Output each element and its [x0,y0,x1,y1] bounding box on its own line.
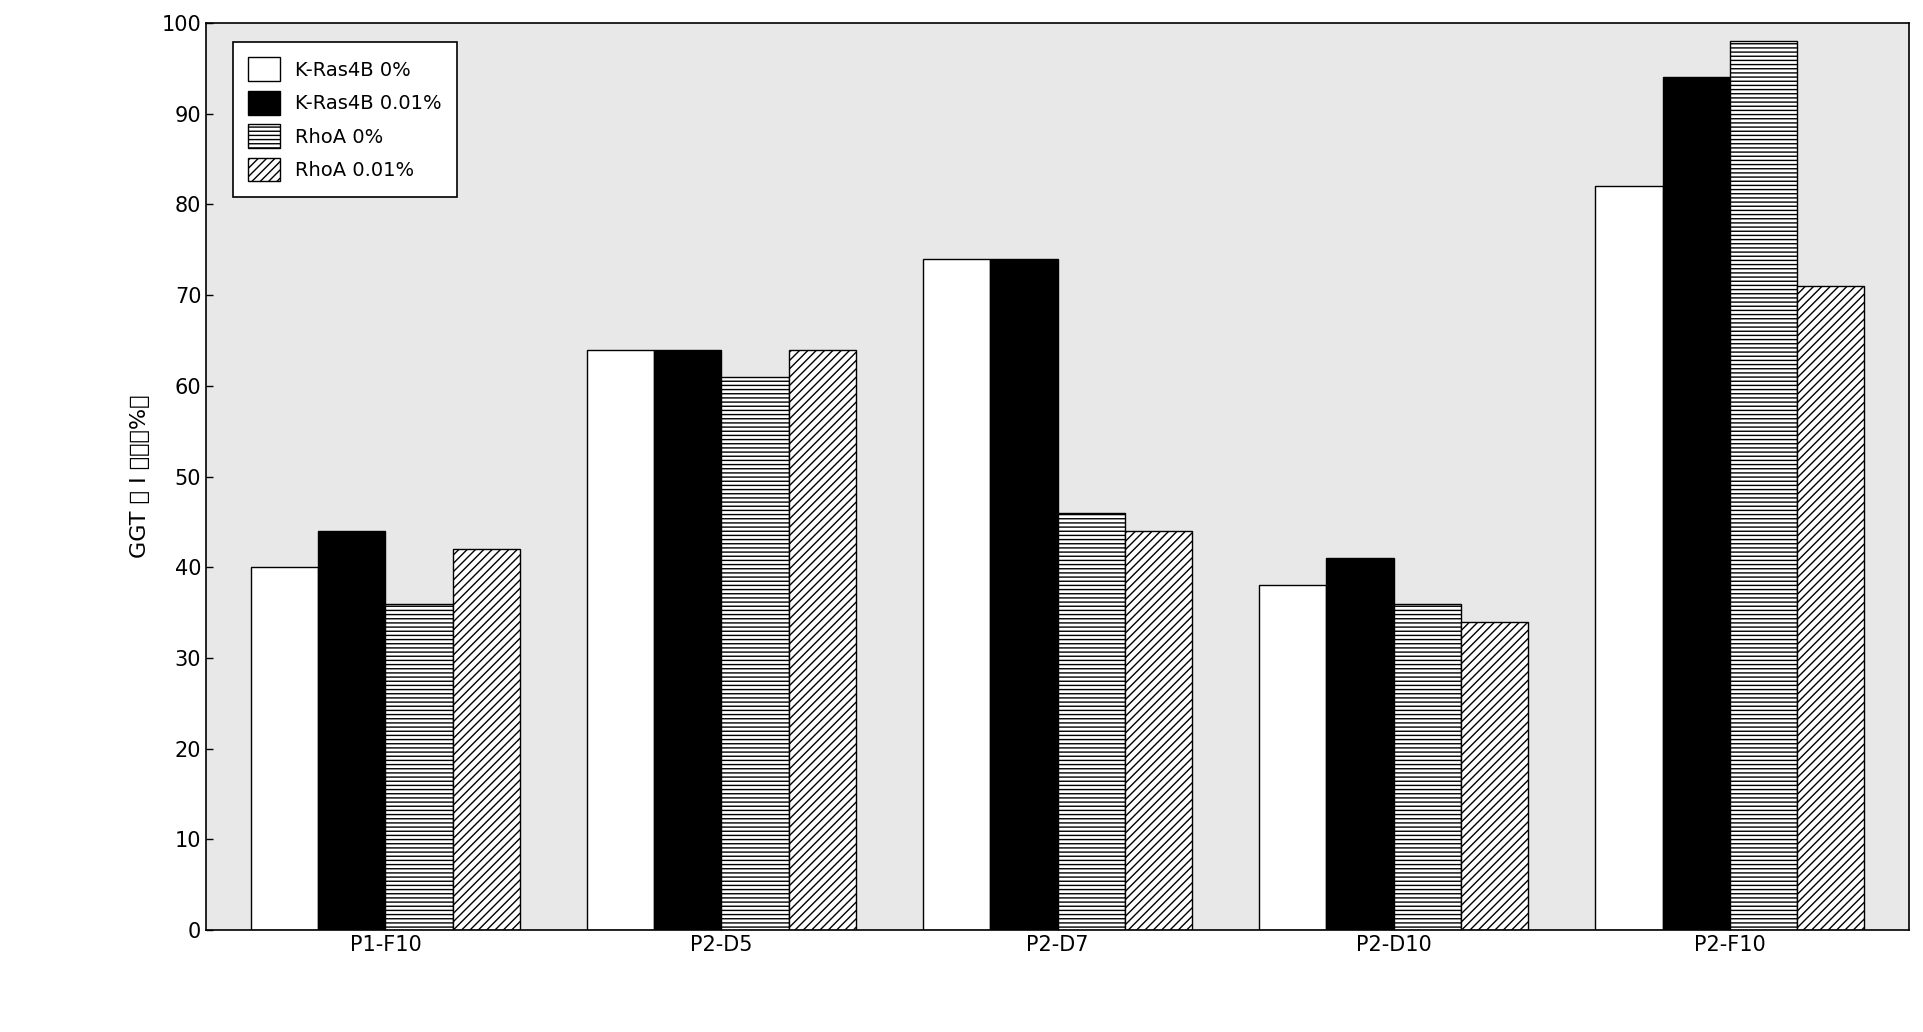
Y-axis label: GGT 酶 I 活性（%）: GGT 酶 I 活性（%） [131,395,150,558]
Bar [1325,558,1392,930]
Bar [452,549,519,930]
Bar [1729,41,1796,930]
Bar [1392,604,1460,930]
Bar [1258,585,1325,930]
Bar [923,259,990,930]
Bar [250,568,317,930]
Bar [587,350,654,930]
Legend: K-Ras4B 0%, K-Ras4B 0.01%, RhoA 0%, RhoA 0.01%: K-Ras4B 0%, K-Ras4B 0.01%, RhoA 0%, RhoA… [233,41,458,197]
Bar [1460,621,1527,930]
Bar [721,377,788,930]
Bar [654,350,721,930]
Bar [1058,513,1125,930]
Bar [385,604,452,930]
Bar [990,259,1058,930]
Bar [788,350,856,930]
Bar [1125,531,1192,930]
Bar [1594,187,1661,930]
Bar [317,531,385,930]
Bar [1661,77,1729,930]
Bar [1796,286,1863,930]
